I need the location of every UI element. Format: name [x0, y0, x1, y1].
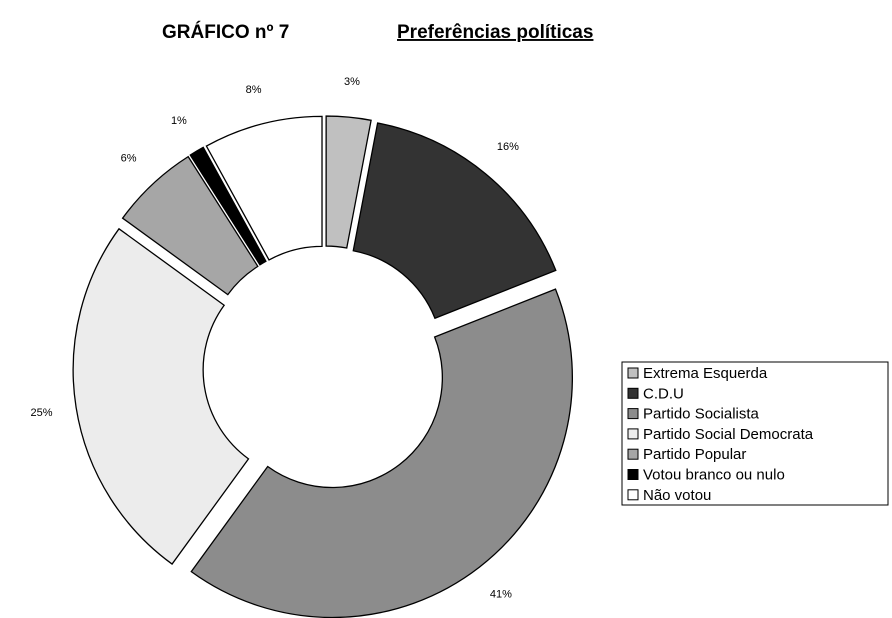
chart-subtitle: Preferências políticas	[397, 22, 593, 43]
data-label: 1%	[171, 115, 187, 127]
legend-swatch	[627, 408, 639, 420]
legend-box	[621, 361, 889, 506]
data-label: 25%	[31, 407, 53, 419]
data-label: 16%	[497, 141, 519, 153]
donut-slice	[325, 115, 372, 249]
chart-title: GRÁFICO nº 7	[162, 21, 289, 43]
data-label: 41%	[490, 589, 512, 601]
legend-swatch	[627, 387, 639, 399]
donut-slice	[121, 155, 259, 296]
legend-swatch	[627, 469, 639, 480]
legend-label: Não votou	[643, 487, 711, 504]
donut-slice	[205, 115, 323, 261]
data-label: 6%	[121, 153, 137, 165]
legend-label: Partido Socialista	[643, 406, 760, 423]
legend-label: Partido Popular	[643, 446, 746, 463]
legend-swatch	[627, 428, 639, 440]
legend-label: Votou branco ou nulo	[643, 466, 785, 483]
donut-slice	[72, 227, 250, 565]
legend-swatch	[627, 448, 639, 460]
legend-swatch	[627, 489, 639, 501]
donut-slice	[190, 288, 574, 618]
data-label: 3%	[344, 76, 360, 88]
legend-label: Partido Social Democrata	[643, 426, 814, 443]
legend-label: C.D.U	[643, 385, 684, 402]
donut-slice	[189, 146, 267, 266]
legend-swatch	[627, 367, 639, 379]
legend-label: Extrema Esquerda	[643, 365, 768, 382]
donut-slice	[352, 122, 557, 320]
data-label: 8%	[246, 84, 262, 96]
